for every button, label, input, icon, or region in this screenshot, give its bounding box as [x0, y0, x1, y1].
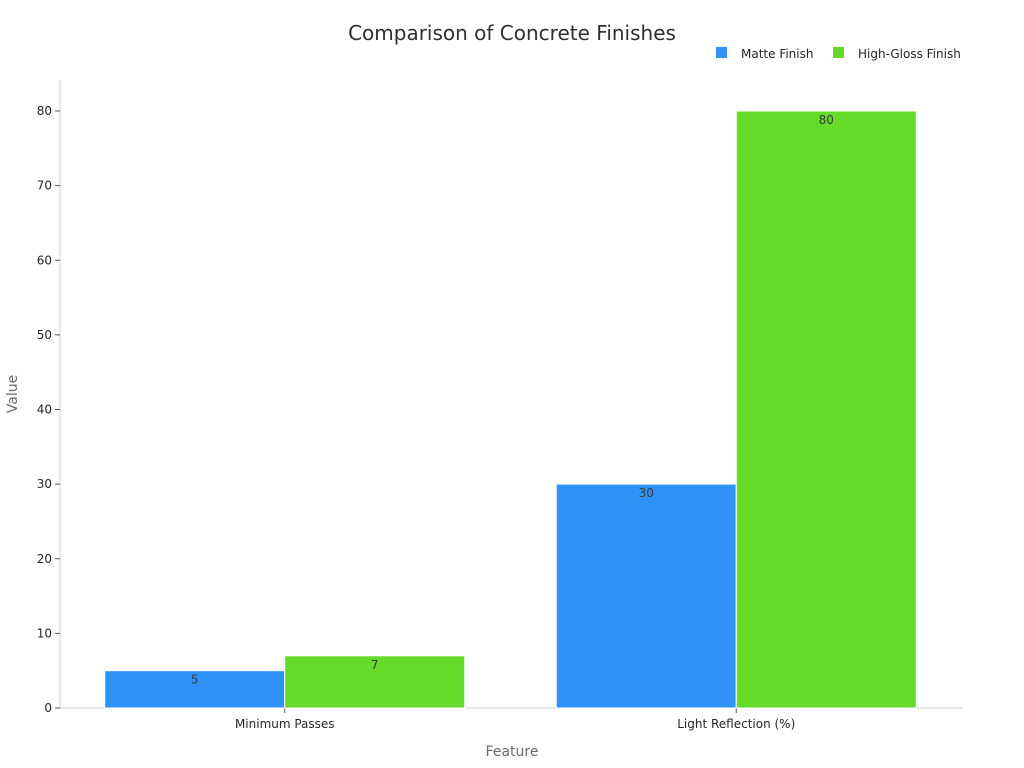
bar-high-gloss-1 [735, 110, 917, 709]
y-tick-label: 30 [37, 477, 52, 491]
x-tick-label: Minimum Passes [235, 717, 335, 731]
y-tick-label: 40 [37, 403, 52, 417]
bar-matte-1 [555, 483, 737, 709]
y-tick-label: 0 [44, 701, 52, 715]
bar-high-gloss-0 [284, 655, 466, 709]
bar-matte-0 [104, 670, 286, 709]
y-tick-label: 20 [37, 552, 52, 566]
legend-label: High-Gloss Finish [858, 47, 961, 61]
legend-item: Matte Finish [716, 47, 813, 61]
legend: Matte Finish High-Gloss Finish [716, 47, 961, 61]
legend-swatch [716, 47, 727, 58]
x-axis: Minimum Passes Light Reflection (%) [60, 707, 963, 731]
x-tick-label: Light Reflection (%) [677, 717, 795, 731]
bars [104, 110, 917, 709]
x-axis-title: Feature [486, 744, 539, 760]
y-tick-label: 70 [37, 179, 52, 193]
legend-swatch [833, 47, 844, 58]
y-tick-label: 60 [37, 253, 52, 267]
bar-value-label: 7 [371, 658, 379, 672]
bar-value-label: 80 [819, 113, 834, 127]
y-tick-label: 50 [37, 328, 52, 342]
legend-label: Matte Finish [741, 47, 813, 61]
chart-title: Comparison of Concrete Finishes [348, 21, 676, 45]
legend-item: High-Gloss Finish [833, 47, 961, 61]
bar-value-label: 30 [639, 486, 654, 500]
y-tick-label: 10 [37, 626, 52, 640]
bar-value-label: 5 [191, 673, 199, 687]
y-axis: 0 10 20 30 40 50 60 70 80 [37, 80, 61, 715]
y-axis-title: Value [5, 375, 21, 413]
y-tick-label: 80 [37, 104, 52, 118]
data-labels: 5 7 30 80 [191, 113, 834, 687]
